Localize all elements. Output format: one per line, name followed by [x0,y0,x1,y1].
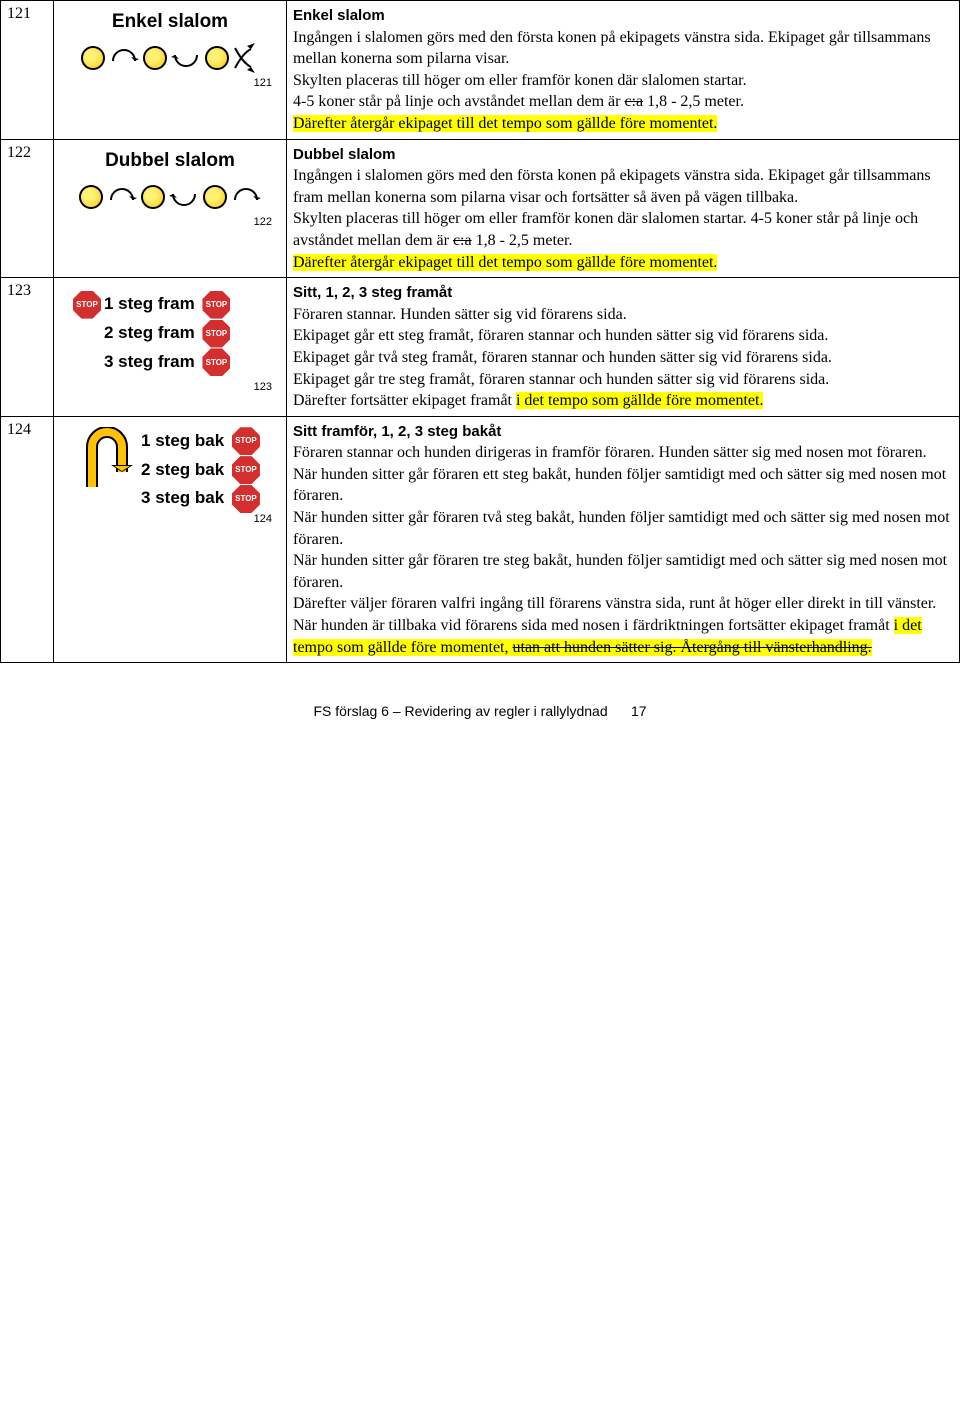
desc-text: När hunden sitter går föraren tre steg b… [293,552,947,591]
desc-text: Skylten placeras till höger om eller fra… [293,210,918,249]
desc-text: 4-5 koner står på linje och avståndet me… [293,93,624,110]
table-row: 124 1 steg bak STOP 2 steg bak STOP 3 st… [1,416,960,663]
arc-cw-icon [109,43,139,73]
page-footer: FS förslag 6 – Revidering av regler i ra… [0,703,960,739]
row-number: 124 [1,416,54,663]
desc-text: Därefter väljer föraren valfri ingång ti… [293,595,936,634]
sign-small-number: 121 [60,77,280,89]
footer-page-number: 17 [631,703,647,719]
footer-text: FS förslag 6 – Revidering av regler i ra… [313,703,607,719]
table-row: 121 Enkel slalom 121 Enkel slalom Ingång… [1,1,960,140]
desc-text: 1,8 - 2,5 meter. [472,232,573,249]
sign-cell-123: STOP1 steg fram STOP 2 steg fram STOP 3 … [54,278,287,417]
desc-text: 1,8 - 2,5 meter. [643,93,744,110]
stop-icon: STOP [73,291,101,319]
slalom-diagram-double [60,182,280,212]
row-number: 122 [1,139,54,278]
step-line: 2 steg fram [104,323,195,342]
cone-icon [81,46,105,70]
desc-title: Enkel slalom [293,7,385,24]
desc-text: Ekipaget går ett steg framåt, föraren st… [293,327,828,344]
description-cell: Enkel slalom Ingången i slalomen görs me… [287,1,960,140]
row-number: 121 [1,1,54,140]
uturn-arrow-icon [77,427,137,497]
desc-text: När hunden sitter går föraren två steg b… [293,509,950,548]
desc-text: Ekipaget går tre steg framåt, föraren st… [293,371,829,388]
cone-icon [203,185,227,209]
desc-highlight: Därefter återgår ekipaget till det tempo… [293,115,717,132]
steps-sign: STOP1 steg fram STOP 2 steg fram STOP 3 … [70,290,280,377]
desc-text: Ekipaget går två steg framåt, föraren st… [293,349,832,366]
step-line: 2 steg bak [141,460,224,479]
stop-icon: STOP [232,427,260,455]
sign-small-number: 122 [60,216,280,228]
sign-title: Enkel slalom [60,11,280,33]
sign-title: Dubbel slalom [60,150,280,172]
stop-icon: STOP [202,320,230,348]
desc-highlight-strike: utan att hunden sätter sig. Återgång til… [513,639,872,656]
description-cell: Sitt, 1, 2, 3 steg framåt Föraren stanna… [287,278,960,417]
desc-title: Sitt, 1, 2, 3 steg framåt [293,284,452,301]
desc-strike: c:a [453,232,472,249]
stop-icon: STOP [202,348,230,376]
sign-cell-121: Enkel slalom 121 [54,1,287,140]
description-cell: Dubbel slalom Ingången i slalomen görs m… [287,139,960,278]
cone-icon [79,185,103,209]
row-number: 123 [1,278,54,417]
description-cell: Sitt framför, 1, 2, 3 steg bakåt Föraren… [287,416,960,663]
desc-text: Ingången i slalomen görs med den första … [293,167,931,206]
arc-cw-icon [107,182,137,212]
desc-title: Dubbel slalom [293,146,396,163]
desc-text: Ingången i slalomen görs med den första … [293,29,931,68]
arc-ccw-icon [169,182,199,212]
cone-icon [205,46,229,70]
arc-ccw-icon [171,43,201,73]
slalom-diagram-single [60,43,280,73]
desc-text: Föraren stannar. Hunden sätter sig vid f… [293,306,627,323]
cone-icon [141,185,165,209]
stop-icon: STOP [202,291,230,319]
step-line: 3 steg bak [141,488,224,507]
stop-icon: STOP [232,485,260,513]
cone-icon [143,46,167,70]
desc-strike: c:a [624,93,643,110]
table-row: 123 STOP1 steg fram STOP 2 steg fram STO… [1,278,960,417]
sign-small-number: 123 [60,381,280,393]
desc-highlight: Därefter återgår ekipaget till det tempo… [293,254,717,271]
sign-cell-124: 1 steg bak STOP 2 steg bak STOP 3 steg b… [54,416,287,663]
steps-sign: 1 steg bak STOP 2 steg bak STOP 3 steg b… [141,427,263,514]
sign-small-number: 124 [60,513,280,525]
stop-icon: STOP [232,456,260,484]
sign-cell-122: Dubbel slalom 122 [54,139,287,278]
desc-title: Sitt framför, 1, 2, 3 steg bakåt [293,423,501,440]
step-line: 1 steg fram [104,294,195,313]
desc-text: Därefter fortsätter ekipaget framåt [293,392,516,409]
step-line: 1 steg bak [141,431,224,450]
step-line: 3 steg fram [104,352,195,371]
arc-cw-icon [231,182,261,212]
desc-text: Föraren stannar och hunden dirigeras in … [293,444,946,504]
rules-table: 121 Enkel slalom 121 Enkel slalom Ingång… [0,0,960,663]
desc-highlight: i det tempo som gällde före momentet. [516,392,764,409]
exit-arrow-icon [233,43,259,73]
desc-text: Skylten placeras till höger om eller fra… [293,72,747,89]
table-row: 122 Dubbel slalom 122 Dubbel slalom Ingå… [1,139,960,278]
